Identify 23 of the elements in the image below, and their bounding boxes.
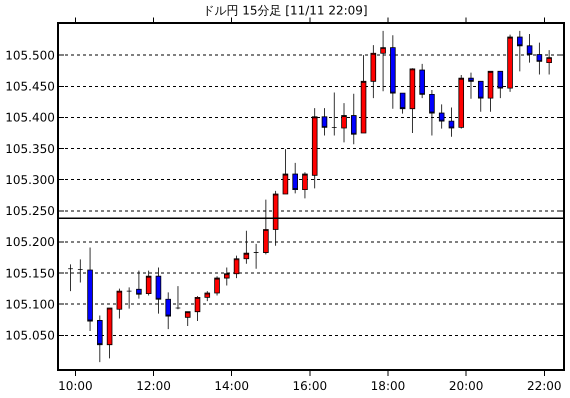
candlestick (253, 243, 259, 270)
candlestick (214, 276, 220, 296)
y-tick-label: 105.050 (5, 328, 55, 343)
y-tick-label: 105.150 (5, 266, 55, 280)
x-tick-label: 12:00 (136, 379, 171, 394)
y-tick-label: 105.100 (5, 297, 55, 312)
x-tick-label: 14:00 (214, 379, 249, 394)
y-tick-label: 105.500 (5, 48, 55, 62)
x-tick-label: 16:00 (292, 379, 328, 394)
y-tick-label: 105.350 (5, 142, 55, 156)
x-tick-label: 18:00 (370, 379, 406, 394)
y-tick-label: 105.400 (5, 110, 55, 125)
candlestick (400, 92, 406, 114)
y-tick-label: 105.300 (5, 172, 55, 187)
candlestick (184, 311, 191, 326)
x-tick-label: 22:00 (526, 379, 562, 394)
y-tick-label: 105.450 (5, 79, 55, 94)
y-tick-label: 105.200 (5, 235, 55, 250)
x-tick-label: 20:00 (448, 379, 484, 394)
x-tick-label: 10:00 (58, 379, 93, 394)
y-tick-label: 105.250 (5, 204, 55, 218)
chart-title: ドル円 15分足 [11/11 22:09] (202, 3, 368, 18)
candlestick (204, 290, 210, 302)
